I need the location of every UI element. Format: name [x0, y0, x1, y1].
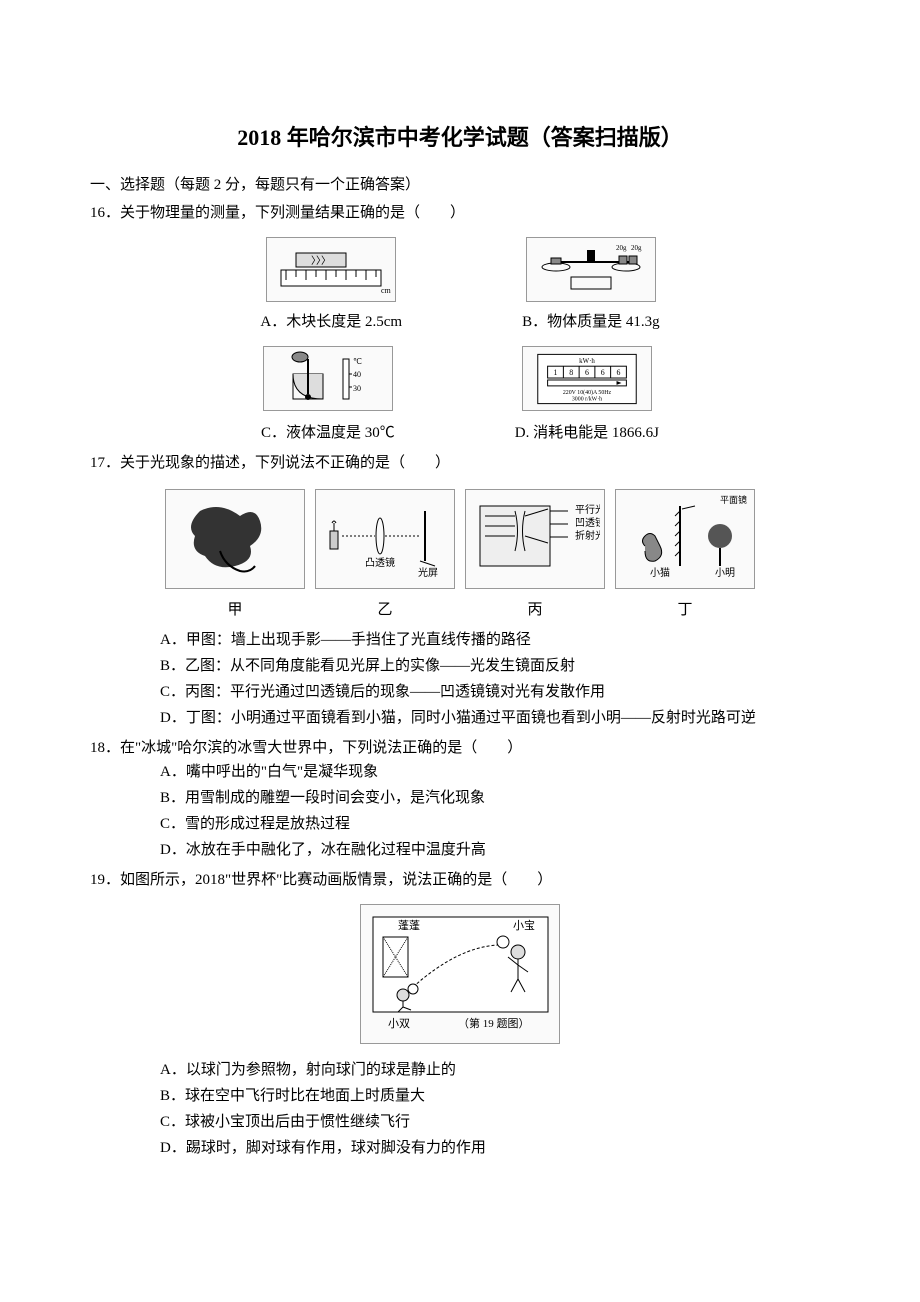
svg-text:20g: 20g [616, 244, 627, 252]
convex-label: 凸透镜 [365, 556, 395, 569]
svg-text:平行光: 平行光 [575, 503, 600, 516]
q19-optD: D．踢球时，脚对球有作用，球对脚没有力的作用 [160, 1136, 830, 1160]
q17-options: A．甲图：墙上出现手影——手挡住了光直线传播的路径 B．乙图：从不同角度能看见光… [90, 628, 830, 730]
q17-optA: A．甲图：墙上出现手影——手挡住了光直线传播的路径 [160, 628, 830, 652]
q19-stem: 19．如图所示，2018"世界杯"比赛动画版情景，说法正确的是（ ） [90, 868, 830, 892]
svg-text:平面镜: 平面镜 [720, 494, 747, 505]
thermometer-icon: ℃ 40 30 [263, 346, 393, 411]
q19-options: A．以球门为参照物，射向球门的球是静止的 B．球在空中飞行时比在地面上时质量大 … [90, 1058, 830, 1160]
q19-optA: A．以球门为参照物，射向球门的球是静止的 [160, 1058, 830, 1082]
svg-text:小明: 小明 [715, 567, 735, 579]
q18-optC: C．雪的形成过程是放热过程 [160, 812, 830, 836]
svg-text:8: 8 [569, 368, 573, 377]
svg-text:20g: 20g [631, 244, 642, 252]
convex-lens-icon: 凸透镜 光屏 [315, 489, 455, 589]
q17-fig-d: 平面镜 小猫 小明 丁 [615, 489, 755, 623]
q18-options: A．嘴中呼出的"白气"是凝华现象 B．用雪制成的雕塑一段时间会变小，是汽化现象 … [90, 760, 830, 862]
q18-stem: 18．在"冰城"哈尔滨的冰雪大世界中，下列说法正确的是（ ） [90, 736, 830, 760]
q16-figA-caption: A．木块长度是 2.5cm [260, 310, 402, 334]
q17-fig-d-label: 丁 [615, 598, 755, 622]
q17-fig-c-label: 丙 [465, 598, 605, 622]
shadow-icon [165, 489, 305, 589]
svg-text:（第 19 题图）: （第 19 题图） [458, 1016, 530, 1030]
q17-optC: C．丙图：平行光通过凹透镜后的现象——凹透镜镜对光有发散作用 [160, 680, 830, 704]
svg-text:kW·h: kW·h [579, 358, 595, 365]
q17-fig-a-label: 甲 [165, 598, 305, 622]
q17-fig-b: 凸透镜 光屏 乙 [315, 489, 455, 623]
q17-figrow: 甲 凸透镜 光屏 乙 [90, 489, 830, 623]
svg-text:6: 6 [585, 368, 589, 377]
svg-text:3000 r/kW·h: 3000 r/kW·h [572, 396, 602, 402]
q17-fig-b-label: 乙 [315, 598, 455, 622]
q16-figC: ℃ 40 30 C．液体温度是 30℃ [261, 346, 395, 445]
q16-stem: 16．关于物理量的测量，下列测量结果正确的是（ ） [90, 201, 830, 225]
q18-optA: A．嘴中呼出的"白气"是凝华现象 [160, 760, 830, 784]
svg-text:小宝: 小宝 [513, 918, 535, 932]
q18-optB: B．用雪制成的雕塑一段时间会变小，是汽化现象 [160, 786, 830, 810]
question-18: 18．在"冰城"哈尔滨的冰雪大世界中，下列说法正确的是（ ） A．嘴中呼出的"白… [90, 736, 830, 862]
q17-optD: D．丁图：小明通过平面镜看到小猫，同时小猫通过平面镜也看到小明——反射时光路可逆 [160, 706, 830, 730]
mirror-icon: 平面镜 小猫 小明 [615, 489, 755, 589]
balance-icon: 20g 20g [526, 237, 656, 302]
svg-text:6: 6 [616, 368, 620, 377]
svg-text:小猫: 小猫 [650, 566, 670, 579]
svg-text:蓬蓬: 蓬蓬 [398, 919, 420, 932]
q16-figD: kW·h 1 8 6 6 6 220V 10(40)A 50Hz 3000 r/… [515, 346, 659, 445]
q17-stem: 17．关于光现象的描述，下列说法不正确的是（ ） [90, 451, 830, 475]
q17-fig-a: 甲 [165, 489, 305, 623]
q16-figB: 20g 20g B．物体质量是 41.3g [522, 237, 660, 334]
concave-lens-icon: 平行光 凹透镜 折射光 [465, 489, 605, 589]
q16-figrow-1: 〉〉〉 cm A．木块长度是 2.5cm [90, 237, 830, 334]
q17-fig-c: 平行光 凹透镜 折射光 丙 [465, 489, 605, 623]
soccer-icon: 蓬蓬 小宝 小双 （第 19 题图） [360, 904, 560, 1044]
meter-icon: kW·h 1 8 6 6 6 220V 10(40)A 50Hz 3000 r/… [522, 346, 652, 411]
page-title: 2018 年哈尔滨市中考化学试题（答案扫描版） [90, 120, 830, 155]
section-header: 一、选择题（每题 2 分，每题只有一个正确答案） [90, 173, 830, 197]
svg-text:小双: 小双 [388, 1017, 410, 1030]
svg-text:〉〉〉: 〉〉〉 [311, 255, 331, 267]
svg-text:220V 10(40)A 50Hz: 220V 10(40)A 50Hz [563, 388, 612, 395]
q16-figA: 〉〉〉 cm A．木块长度是 2.5cm [260, 237, 402, 334]
q19-optB: B．球在空中飞行时比在地面上时质量大 [160, 1084, 830, 1108]
svg-text:40: 40 [353, 370, 361, 379]
svg-text:℃: ℃ [353, 357, 362, 366]
q17-optB: B．乙图：从不同角度能看见光屏上的实像——光发生镜面反射 [160, 654, 830, 678]
q19-fig: 蓬蓬 小宝 小双 （第 19 题图） [90, 904, 830, 1048]
svg-text:cm: cm [381, 286, 391, 295]
svg-text:折射光: 折射光 [575, 529, 600, 542]
q16-figC-caption: C．液体温度是 30℃ [261, 421, 395, 445]
svg-text:6: 6 [601, 368, 605, 377]
q18-optD: D．冰放在手中融化了，冰在融化过程中温度升高 [160, 838, 830, 862]
svg-text:1: 1 [553, 368, 557, 377]
svg-text:凹透镜: 凹透镜 [575, 516, 600, 529]
svg-text:30: 30 [353, 384, 361, 393]
q19-optC: C．球被小宝顶出后由于惯性继续飞行 [160, 1110, 830, 1134]
q16-figB-caption: B．物体质量是 41.3g [522, 310, 660, 334]
question-19: 19．如图所示，2018"世界杯"比赛动画版情景，说法正确的是（ ） 蓬蓬 小宝 [90, 868, 830, 1160]
question-17: 17．关于光现象的描述，下列说法不正确的是（ ） 甲 [90, 451, 830, 731]
ruler-icon: 〉〉〉 cm [266, 237, 396, 302]
q16-figrow-2: ℃ 40 30 C．液体温度是 30℃ kW·h [90, 346, 830, 445]
screen-label: 光屏 [418, 566, 438, 579]
question-16: 16．关于物理量的测量，下列测量结果正确的是（ ） 〉〉〉 cm [90, 201, 830, 445]
q16-figD-caption: D. 消耗电能是 1866.6J [515, 421, 659, 445]
